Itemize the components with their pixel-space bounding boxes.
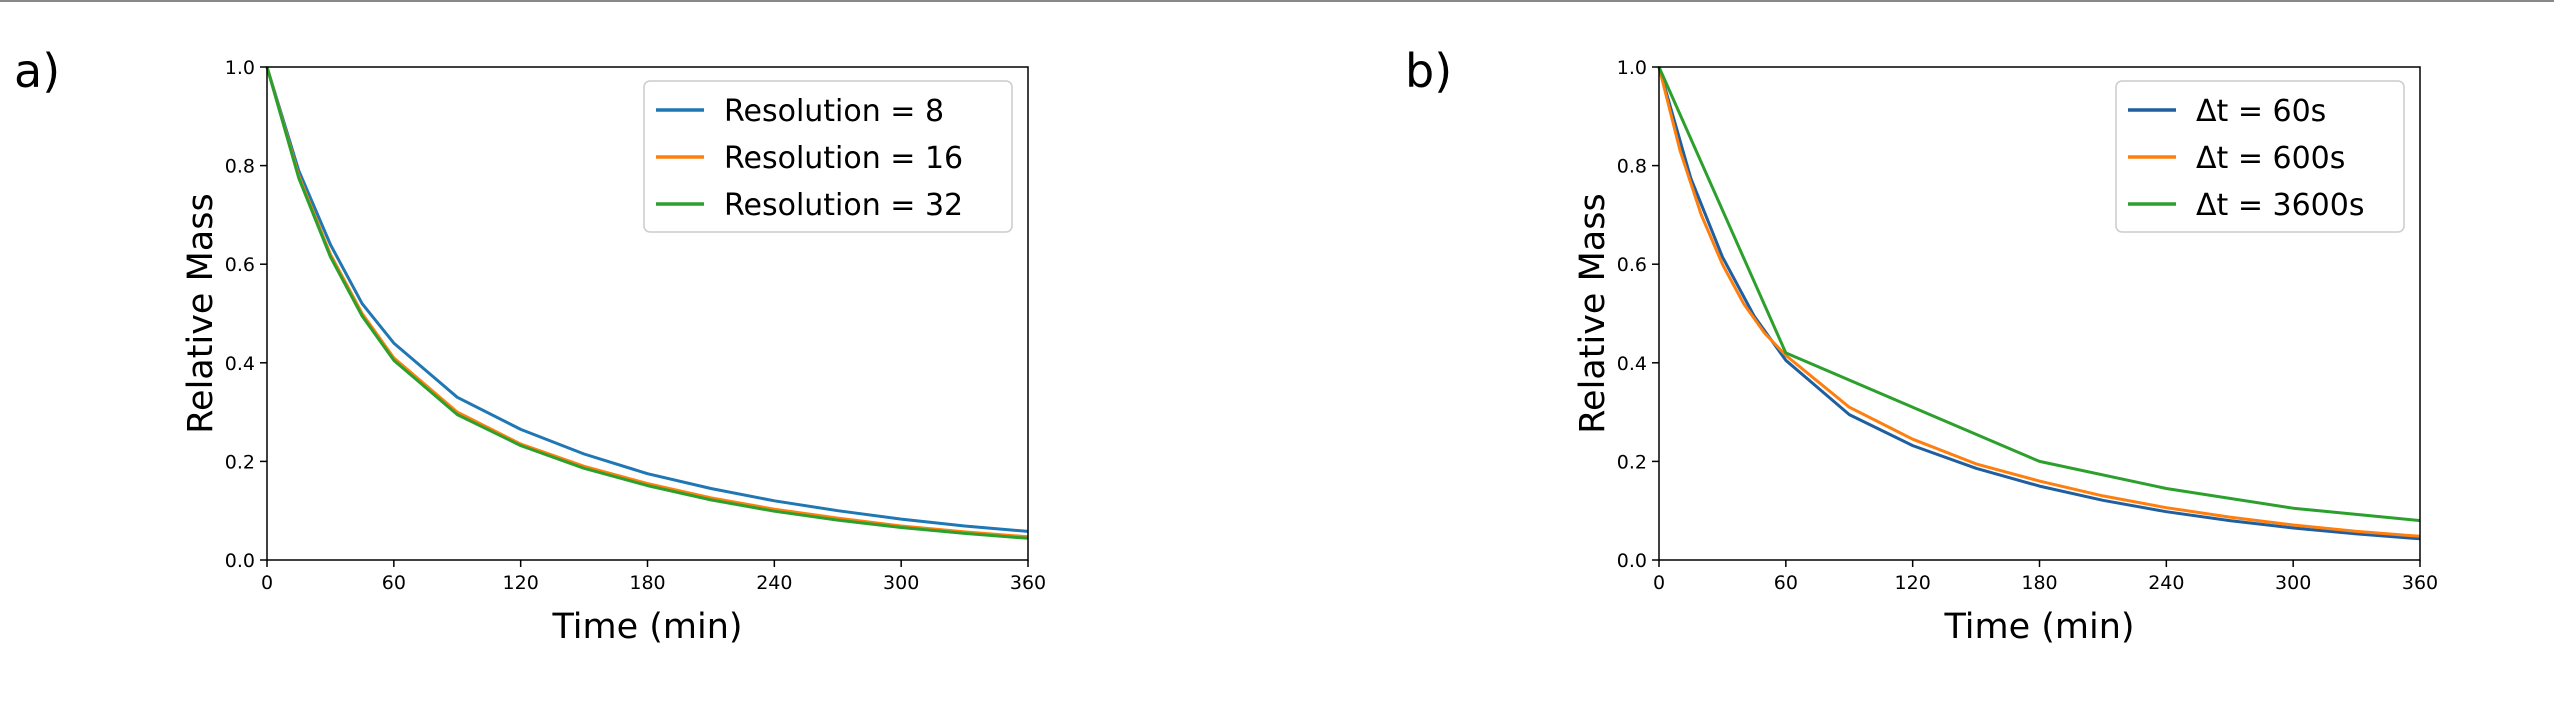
- panel-a-series-line-0: [265, 66, 1029, 533]
- panel-b-xtick-label: 120: [1895, 572, 1931, 594]
- panel-b-legend-label-1: Δt = 600s: [2196, 141, 2345, 176]
- panel-b-legend: Δt = 60s Δt = 600s Δt = 3600s: [2115, 80, 2405, 233]
- panel-b-xtick-label: 180: [2021, 572, 2057, 594]
- panel-a-xtick-label: 240: [756, 572, 792, 594]
- panel-b-xtick-label: 240: [2148, 572, 2184, 594]
- panel-b: b) 0 60 120 180 240 300 3600.00.20.40.60.81.0 …: [1405, 44, 2438, 647]
- panel-a-xtick-label: 360: [1010, 572, 1046, 594]
- top-border-line: [0, 0, 2554, 2]
- panel-b-series-line-1: [1657, 66, 2421, 538]
- panel-a-ytick-label: 1.0: [225, 57, 255, 79]
- panel-b-ytick-label: 0.0: [1617, 550, 1647, 572]
- panel-a-ytick-label: 0.0: [225, 550, 255, 572]
- panel-b-ylabel: Relative Mass: [1573, 193, 1613, 433]
- panel-b-ytick-label: 0.2: [1617, 451, 1647, 473]
- panel-b-xtick-label: 60: [1774, 572, 1798, 594]
- panel-a: a) 0 60 120 180 240 300 3600.00.20.40.60.81.0 …: [14, 44, 1046, 647]
- panel-a-legend-label-2: Resolution = 32: [724, 188, 963, 223]
- panel-b-series-line-2: [1657, 66, 2421, 523]
- panel-a-xtick-label: 60: [382, 572, 406, 594]
- panel-b-legend-label-0: Δt = 60s: [2196, 94, 2326, 129]
- panel-b-xlabel: Time (min): [1943, 607, 2134, 647]
- panel-b-label: b): [1405, 44, 1452, 98]
- panel-b-ytick-label: 0.4: [1617, 353, 1647, 375]
- panel-a-ytick-label: 0.6: [225, 254, 255, 276]
- panel-a-series-line-2: [265, 66, 1029, 540]
- panel-a-ytick-label: 0.8: [225, 156, 255, 178]
- panel-a-xtick-label: 120: [503, 572, 539, 594]
- panel-a-xlabel: Time (min): [551, 607, 742, 647]
- panel-a-ylabel: Relative Mass: [181, 193, 221, 433]
- panel-a-ytick-label: 0.2: [225, 451, 255, 473]
- panel-b-xtick-label: 300: [2275, 572, 2311, 594]
- panel-a-legend-label-0: Resolution = 8: [724, 94, 944, 129]
- panel-b-ytick-label: 0.6: [1617, 254, 1647, 276]
- panel-a-legend-box: [643, 80, 1013, 233]
- panel-a-ytick-label: 0.4: [225, 353, 255, 375]
- panel-a-legend: Resolution = 8 Resolution = 16 Resolution …: [643, 80, 1013, 233]
- panel-a-xtick-label: 180: [629, 572, 665, 594]
- panel-a-plot-area: 0 60 120 180 240 300 360 0.0 0.2 0.4 0.6 0.8 1.0: [225, 57, 1046, 594]
- panel-b-xtick-label: 360: [2402, 572, 2438, 594]
- panel-b-ytick-label: 0.8: [1617, 156, 1647, 178]
- panel-a-label: a): [14, 44, 60, 98]
- panel-b-plot-area: 0 60 120 180 240 300 360 0.0 0.2 0.4 0.6 0.8 1.0: [1617, 57, 2438, 594]
- panel-a-xtick-label: 300: [883, 572, 919, 594]
- panel-b-legend-box: [2115, 80, 2405, 233]
- panel-b-legend-label-2: Δt = 3600s: [2196, 188, 2364, 223]
- panel-b-xtick-label: 0: [1653, 572, 1665, 594]
- panel-b-ytick-label: 1.0: [1617, 57, 1647, 79]
- panel-a-legend-label-1: Resolution = 16: [724, 141, 963, 176]
- panel-a-xtick-label: 0: [261, 572, 273, 594]
- panel-b-series-line-0: [1657, 66, 2421, 541]
